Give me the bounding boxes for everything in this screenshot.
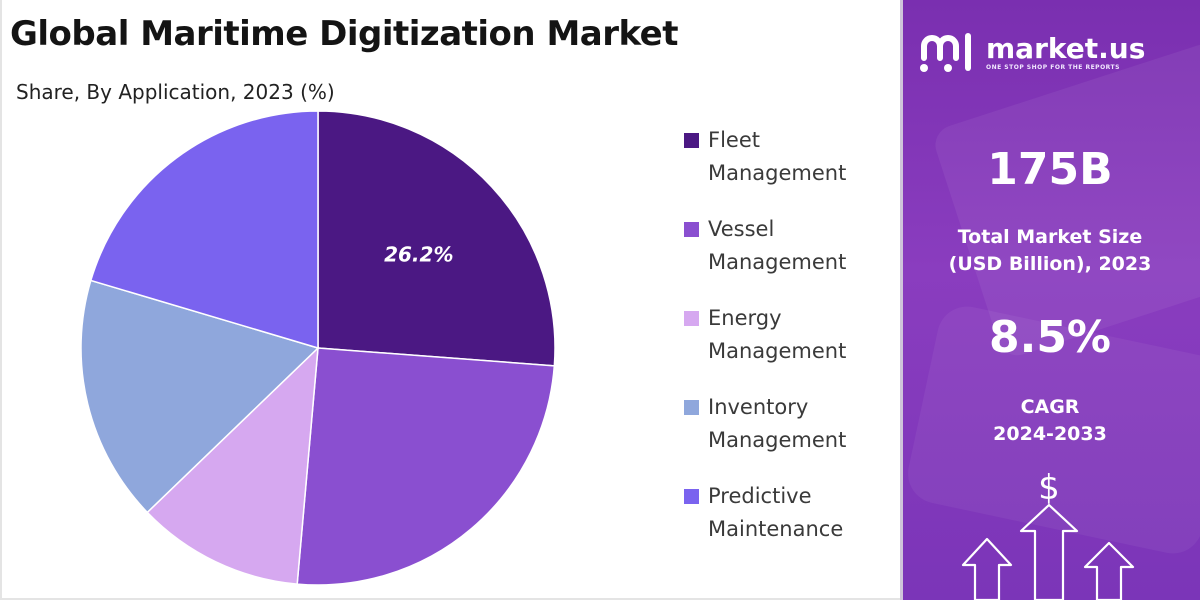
dollar-icon: $ xyxy=(1038,468,1060,508)
legend: Fleet Management Vessel Management Energ… xyxy=(684,124,894,569)
legend-label-line2: Management xyxy=(708,428,847,452)
market-size-value: 175B xyxy=(987,144,1113,195)
legend-label: Fleet Management xyxy=(708,124,878,190)
panel-divider xyxy=(900,0,903,600)
legend-swatch xyxy=(684,489,699,504)
brand-logo: market.us ONE STOP SHOP FOR THE REPORTS xyxy=(918,28,1145,76)
legend-label-line2: Management xyxy=(708,339,847,363)
data-label-fleet-management: 26.2% xyxy=(384,243,453,267)
market-size-label-line1: Total Market Size xyxy=(957,226,1143,248)
legend-item-vessel: Vessel Management xyxy=(684,213,894,279)
legend-label-line2: Management xyxy=(708,161,847,185)
legend-label-line1: Predictive xyxy=(708,484,812,508)
pie-slice-vessel-management xyxy=(296,347,556,586)
brand-tagline: ONE STOP SHOP FOR THE REPORTS xyxy=(986,63,1120,71)
legend-label: Inventory Management xyxy=(708,391,878,457)
market-size-label-line2: (USD Billion), 2023 xyxy=(948,253,1152,275)
legend-label-line2: Maintenance xyxy=(708,517,844,541)
pie-slice-energy-management xyxy=(146,346,319,585)
chart-title: Global Maritime Digitization Market xyxy=(10,14,679,54)
brand-text: market.us ONE STOP SHOP FOR THE REPORTS xyxy=(986,31,1146,71)
cagr-label-line1: CAGR xyxy=(1020,396,1080,418)
cagr-label: CAGR 2024-2033 xyxy=(900,394,1200,448)
growth-arrows-icon: $ xyxy=(961,468,1135,600)
pie-slice-fleet-management xyxy=(317,110,556,367)
cagr-label-line2: 2024-2033 xyxy=(993,423,1107,445)
legend-item-energy: Energy Management xyxy=(684,302,894,368)
chart-subtitle: Share, By Application, 2023 (%) xyxy=(16,80,335,104)
legend-label-line1: Vessel xyxy=(708,217,775,241)
market-size-label: Total Market Size (USD Billion), 2023 xyxy=(900,224,1200,278)
cagr-value: 8.5% xyxy=(988,312,1112,363)
legend-label-line2: Management xyxy=(708,250,847,274)
legend-item-fleet: Fleet Management xyxy=(684,124,894,190)
legend-swatch xyxy=(684,133,699,148)
pie-slice-inventory-management xyxy=(80,279,320,514)
legend-item-inventory: Inventory Management xyxy=(684,391,894,457)
market-us-logo-icon xyxy=(920,33,971,72)
legend-label-line1: Fleet xyxy=(708,128,760,152)
legend-label-line1: Energy xyxy=(708,306,782,330)
legend-label: Predictive Maintenance xyxy=(708,480,878,546)
legend-label: Vessel Management xyxy=(708,213,878,279)
chart-panel: Global Maritime Digitization Market Shar… xyxy=(0,0,900,600)
pie-slice-predictive-maintenance xyxy=(89,110,319,350)
legend-swatch xyxy=(684,311,699,326)
legend-label: Energy Management xyxy=(708,302,878,368)
legend-swatch xyxy=(684,222,699,237)
stats-panel xyxy=(900,0,1200,600)
legend-label-line1: Inventory xyxy=(708,395,809,419)
legend-item-predictive: Predictive Maintenance xyxy=(684,480,894,546)
legend-swatch xyxy=(684,400,699,415)
brand-name: market.us xyxy=(986,31,1146,65)
pie-chart: 26.2% xyxy=(80,110,556,586)
